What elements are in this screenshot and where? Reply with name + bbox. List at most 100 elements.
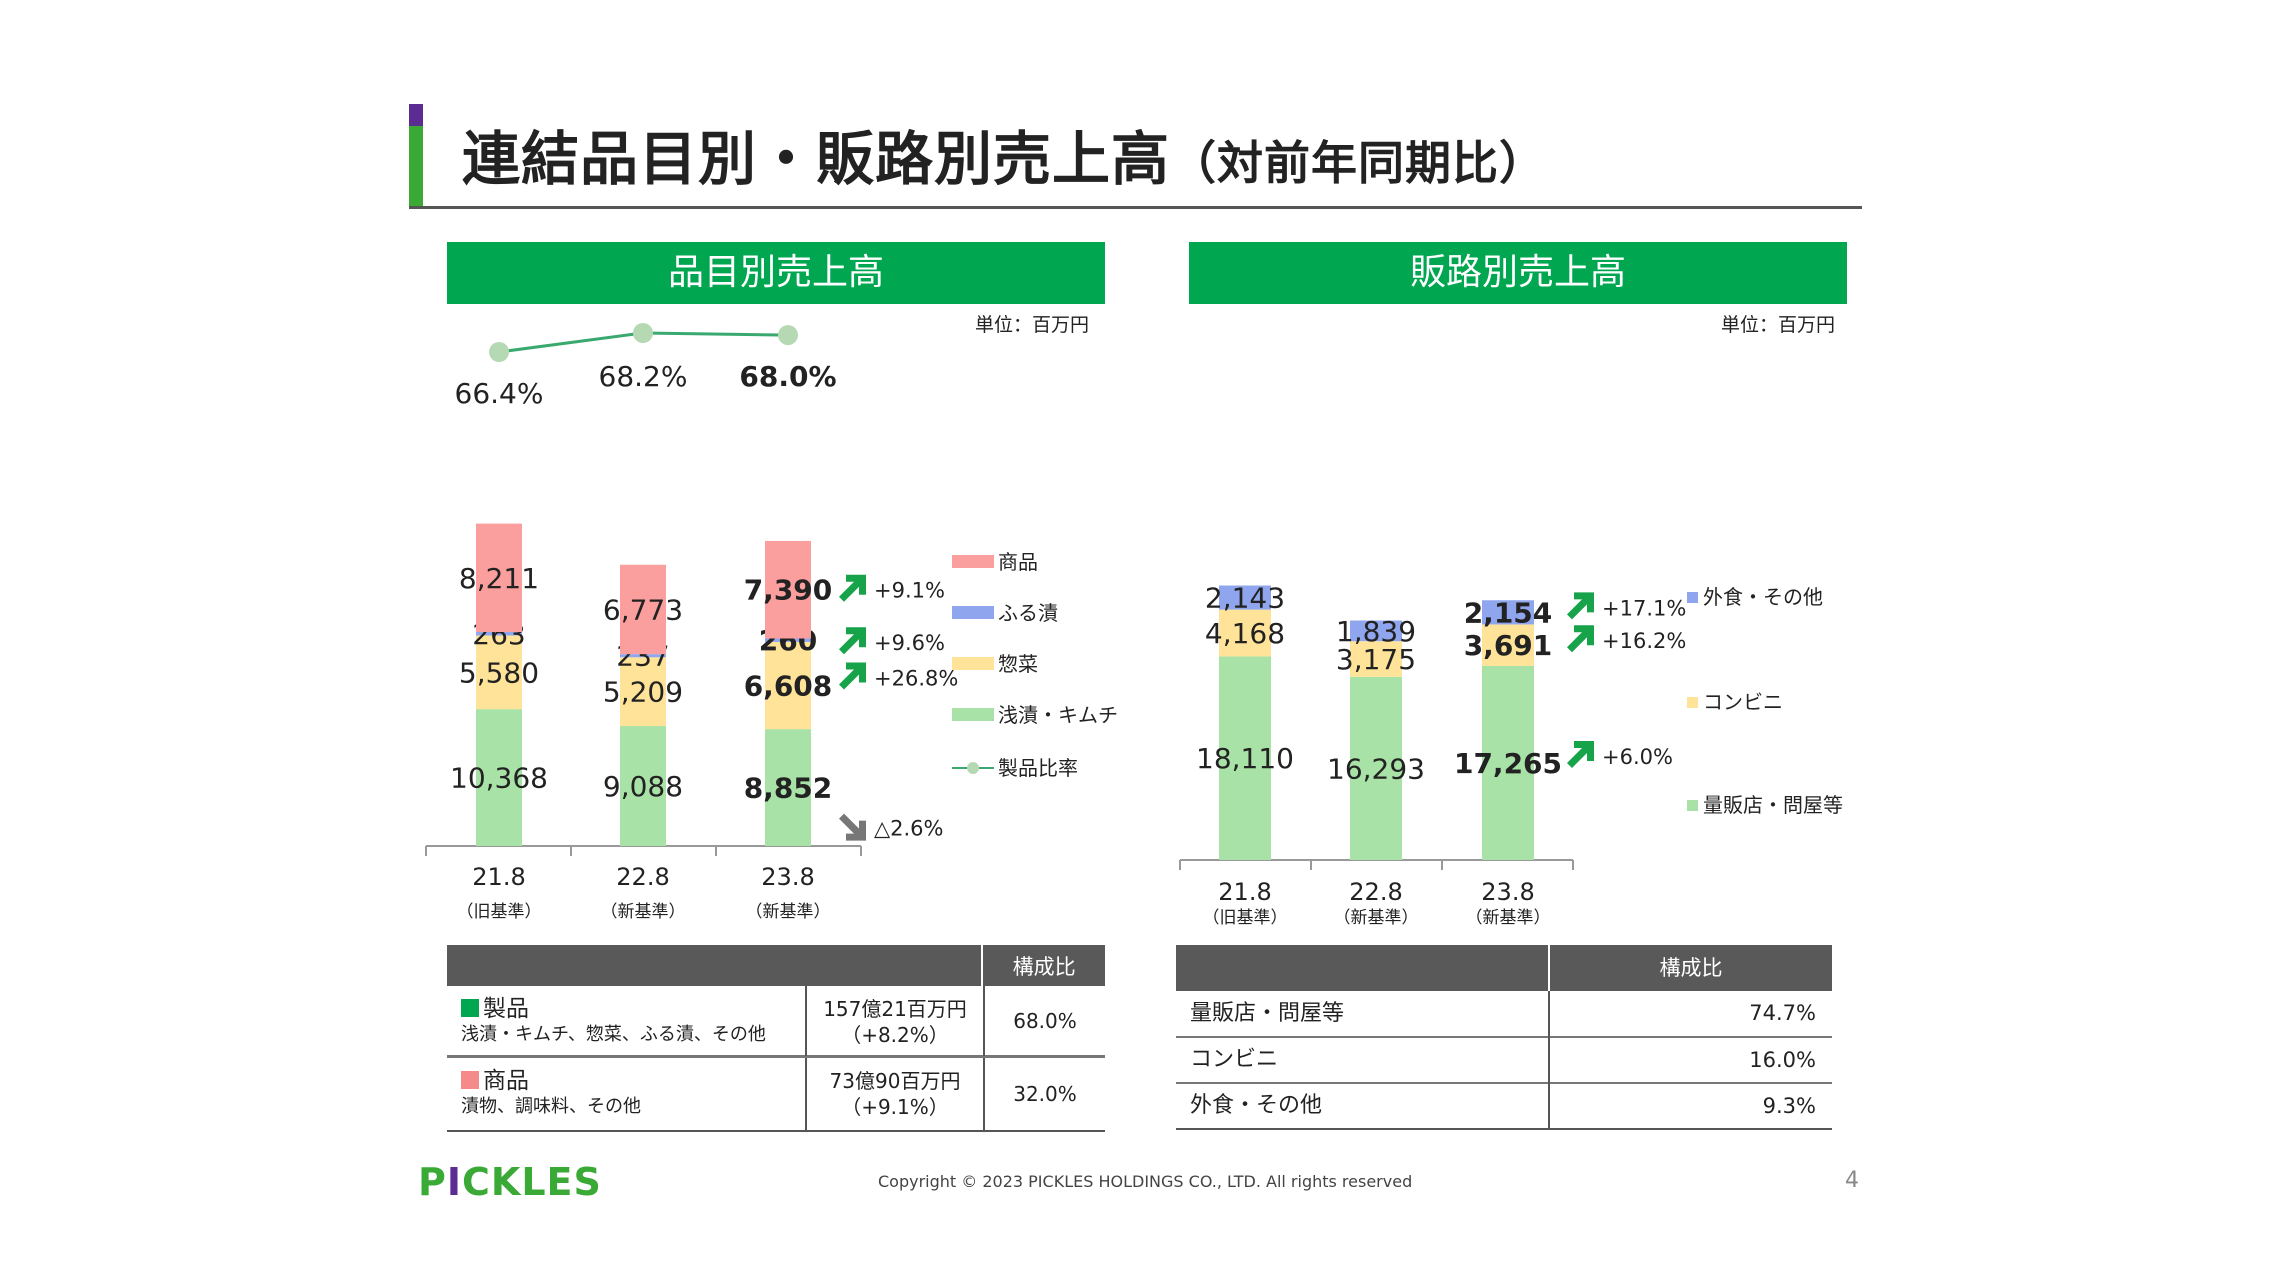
legend-swatch [952, 657, 994, 670]
product-amount: 157億21百万円 [823, 997, 967, 1021]
row-detail: 漬物、調味料、その他 [461, 1095, 641, 1117]
goods-amount-cell: 73億90百万円 （+9.1%） [805, 1058, 985, 1130]
yoy-change-label: +16.2% [1602, 629, 1686, 653]
page-title-suffix: （対前年同期比） [1170, 136, 1547, 190]
column-separator [1548, 991, 1550, 1130]
left-unit-label: 単位：百万円 [975, 314, 1090, 336]
up-arrow-icon [1567, 625, 1594, 653]
x-tick-label: 21.8 [1218, 878, 1271, 906]
x-tick-sublabel: （旧基準） [1203, 908, 1288, 928]
x-tick-sublabel: （新基準） [746, 902, 831, 922]
bar-segment [765, 641, 811, 730]
page-number: 4 [1845, 1168, 1859, 1193]
row-ratio: 9.3% [1762, 1094, 1816, 1118]
page-title: 連結品目別・販路別売上高（対前年同期比） [462, 125, 1547, 193]
bar-segment [1350, 641, 1402, 677]
data-label: 5,580 [459, 656, 539, 689]
legend-label: 外食・その他 [1703, 585, 1823, 609]
legend-label: 量販店・問屋等 [1703, 793, 1843, 817]
legend-swatch [952, 708, 994, 721]
bar-segment [765, 729, 811, 846]
bar-segment [1219, 656, 1271, 860]
bar-segment [765, 638, 811, 642]
data-label: 18,110 [1196, 742, 1294, 775]
bar-segment [765, 540, 811, 639]
legend-label: 商品 [998, 550, 1038, 574]
legend-label: 惣菜 [998, 652, 1038, 676]
bar-segment [620, 726, 666, 846]
data-label: 2,143 [1205, 582, 1285, 615]
ratio-marker [489, 342, 509, 362]
table-row: コンビニ 16.0% [1176, 1038, 1832, 1084]
x-tick-label: 23.8 [761, 863, 814, 891]
bar-segment [620, 657, 666, 727]
bar-segment [620, 564, 666, 655]
data-label: 4,168 [1205, 617, 1285, 650]
data-label: 6,608 [744, 670, 833, 703]
table-row: 製品 浅漬・キムチ、惣菜、ふる漬、その他 [447, 986, 1105, 1056]
x-tick-label: 22.8 [616, 863, 669, 891]
table-row: 外食・その他 9.3% [1176, 1084, 1832, 1130]
x-tick-sublabel: （旧基準） [457, 902, 542, 922]
yoy-change-label: +9.6% [874, 631, 945, 655]
legend-label: コンビニ [1703, 690, 1783, 714]
bar-segment [1482, 665, 1534, 860]
yoy-change-label: +26.8% [874, 667, 958, 691]
bar-segment [1482, 624, 1534, 666]
up-arrow-icon [839, 574, 866, 602]
x-tick-sublabel: （新基準） [1466, 908, 1551, 928]
data-label: 9,088 [603, 770, 683, 803]
left-composition-table: 構成比 製品 浅漬・キムチ、惣菜、ふる漬、その他 商品 漬物、調味料、その他 [447, 945, 1105, 1128]
row-name: 量販店・問屋等 [1190, 1001, 1345, 1026]
table-header-ratio: 構成比 [1659, 956, 1723, 980]
right-composition-table: 量販店・問屋等 74.7% コンビニ 16.0% 外食・その他 9.3% [1176, 991, 1832, 1131]
row-name: 商品 [483, 1067, 529, 1094]
bar-segment [1350, 676, 1402, 860]
row-name: 外食・その他 [1190, 1093, 1323, 1118]
right-section-header: 販路別売上高 [1189, 242, 1847, 304]
table-header-ratio: 構成比 [981, 945, 1105, 986]
down-arrow-icon [839, 813, 866, 841]
data-label: 17,265 [1454, 747, 1562, 780]
product-change: （+8.2%） [841, 1023, 949, 1047]
table-row: 量販店・問屋等 74.7% [1176, 991, 1832, 1038]
data-label: 2,154 [1464, 596, 1553, 629]
up-arrow-icon [1567, 740, 1594, 768]
legend-swatch [1687, 697, 1698, 708]
row-detail: 浅漬・キムチ、惣菜、ふる漬、その他 [461, 1023, 766, 1045]
bar-segment [1350, 620, 1402, 642]
right-unit-label: 単位：百万円 [1721, 314, 1836, 336]
table-header-blank [447, 945, 983, 986]
legend-swatch [952, 555, 994, 568]
ratio-marker [778, 325, 798, 346]
bar-segment [1482, 600, 1534, 625]
legend-label: 浅漬・キムチ [998, 703, 1118, 727]
title-accent-green [409, 126, 423, 208]
goods-change: （+9.1%） [841, 1095, 949, 1119]
bar-segment [476, 632, 522, 636]
data-label: 3,175 [1336, 643, 1416, 676]
pickles-logo: PICKLES [418, 1160, 602, 1204]
data-label: 8,852 [744, 772, 833, 805]
data-label: 7,390 [744, 574, 833, 607]
bar-segment [1219, 609, 1271, 657]
ratio-label: 66.4% [455, 377, 544, 410]
legend-swatch [1687, 592, 1698, 603]
left-chart: 10,3685,5802638,21121.8（旧基準）9,0885,20923… [425, 323, 1118, 922]
left-section-header: 品目別売上高 [447, 242, 1105, 304]
table-row: 商品 漬物、調味料、その他 [447, 1056, 1105, 1128]
product-amount-cell: 157億21百万円 （+8.2%） [805, 986, 985, 1056]
x-tick-sublabel: （新基準） [1334, 908, 1419, 928]
x-tick-label: 21.8 [472, 863, 525, 891]
data-label: 5,209 [603, 676, 683, 709]
bar-segment [476, 709, 522, 846]
data-label: 10,368 [450, 762, 548, 795]
up-arrow-icon [839, 662, 866, 690]
x-tick-label: 23.8 [1481, 878, 1534, 906]
ratio-label: 68.0% [739, 360, 836, 393]
data-label: 8,211 [459, 562, 539, 595]
yoy-change-label: +9.1% [874, 579, 945, 603]
x-tick-sublabel: （新基準） [601, 902, 686, 922]
row-name: 製品 [483, 995, 529, 1022]
table-bottom-rule [447, 1130, 1105, 1132]
